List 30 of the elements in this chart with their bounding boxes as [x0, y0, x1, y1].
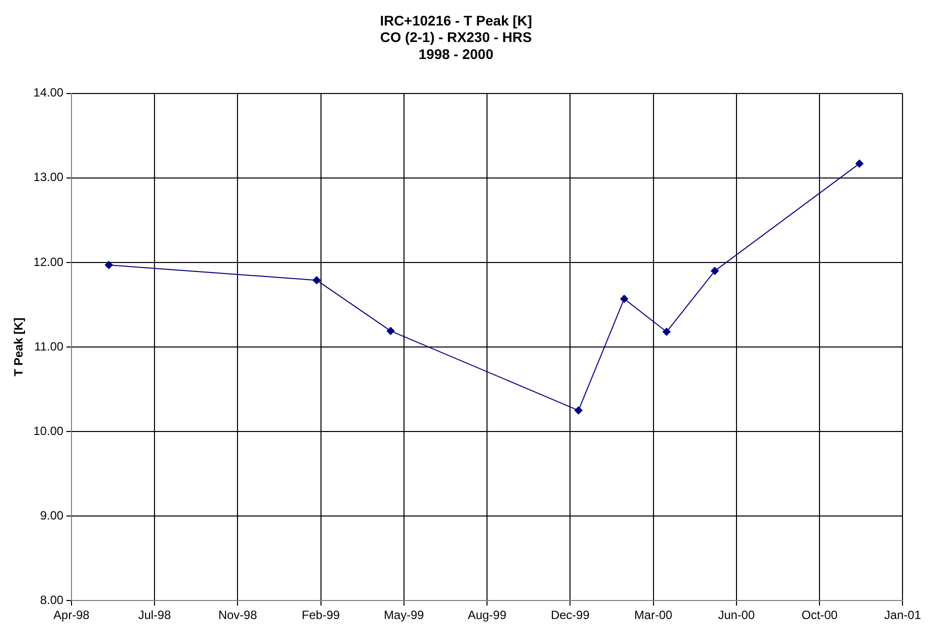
x-tick-label: Aug-99 [468, 608, 507, 622]
y-tick-label: 14.00 [33, 86, 64, 100]
x-tick-label: Feb-99 [302, 608, 340, 622]
x-tick-label: May-99 [384, 608, 424, 622]
y-tick-label: 12.00 [33, 254, 64, 269]
y-tick-label: 13.00 [33, 170, 64, 184]
y-tick-label: 11.00 [34, 339, 64, 354]
point [710, 266, 719, 275]
point [574, 406, 582, 414]
point [312, 276, 321, 284]
y-tick-label: 10.00 [33, 424, 64, 438]
y-axis-title: T Peak [K] [12, 318, 26, 376]
point [662, 328, 671, 336]
point [620, 294, 628, 303]
point [104, 261, 113, 270]
point [386, 326, 395, 335]
text: IRC+10216 - T Peak [K] [380, 12, 532, 28]
y-tick-label: 9.00 [40, 508, 64, 522]
x-tick-label: Apr-98 [53, 608, 90, 622]
x-tick-label: Jul-98 [138, 608, 172, 622]
x-tick-label: Oct-00 [802, 608, 838, 622]
y-tick-label: 8.00 [40, 592, 64, 607]
text: 1998 - 2000 [418, 46, 494, 62]
point [855, 160, 864, 168]
x-tick-label: Dec-99 [550, 608, 590, 622]
x-tick-label: Jan-01 [884, 608, 922, 622]
x-tick-label: Mar-00 [634, 608, 673, 622]
text: CO (2-1) - RX230 - HRS [380, 29, 532, 46]
x-tick-label: Nov-98 [218, 608, 258, 622]
x-tick-label: Jun-00 [718, 608, 756, 622]
